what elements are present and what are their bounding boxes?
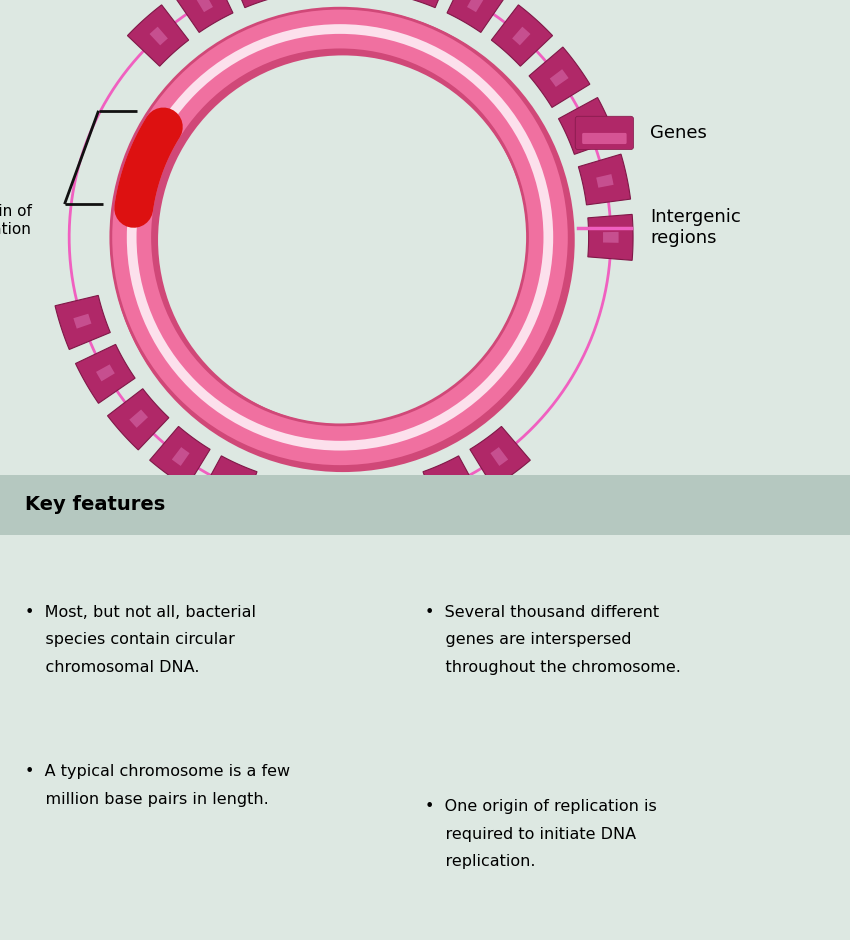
Text: •  A typical chromosome is a few: • A typical chromosome is a few bbox=[25, 764, 290, 779]
Polygon shape bbox=[603, 232, 619, 243]
Polygon shape bbox=[372, 476, 423, 528]
Polygon shape bbox=[558, 98, 616, 154]
Text: required to initiate DNA: required to initiate DNA bbox=[425, 826, 636, 841]
Text: replication.: replication. bbox=[425, 854, 536, 870]
Polygon shape bbox=[200, 456, 257, 513]
Polygon shape bbox=[150, 26, 167, 45]
Text: •  Most, but not all, bacterial: • Most, but not all, bacterial bbox=[25, 604, 256, 619]
Polygon shape bbox=[222, 476, 238, 494]
Polygon shape bbox=[398, 0, 452, 8]
Polygon shape bbox=[447, 0, 506, 33]
Polygon shape bbox=[196, 0, 213, 12]
Polygon shape bbox=[317, 485, 363, 530]
Polygon shape bbox=[128, 5, 189, 66]
Text: throughout the chromosome.: throughout the chromosome. bbox=[425, 660, 681, 675]
Polygon shape bbox=[129, 410, 148, 428]
Polygon shape bbox=[174, 0, 233, 33]
Polygon shape bbox=[257, 476, 308, 528]
Polygon shape bbox=[172, 447, 190, 466]
FancyBboxPatch shape bbox=[575, 117, 633, 149]
Polygon shape bbox=[55, 295, 110, 350]
Polygon shape bbox=[470, 427, 530, 487]
Polygon shape bbox=[277, 494, 291, 511]
Polygon shape bbox=[76, 344, 135, 403]
Polygon shape bbox=[73, 314, 92, 329]
Polygon shape bbox=[578, 119, 597, 135]
Text: million base pairs in length.: million base pairs in length. bbox=[25, 791, 269, 807]
Polygon shape bbox=[335, 500, 345, 516]
Polygon shape bbox=[389, 494, 403, 511]
Polygon shape bbox=[467, 0, 484, 12]
Bar bbox=[0, 475, 850, 535]
Text: genes are interspersed: genes are interspersed bbox=[425, 632, 632, 647]
Polygon shape bbox=[529, 47, 590, 107]
Polygon shape bbox=[442, 476, 458, 494]
Polygon shape bbox=[491, 5, 552, 66]
Text: •  Several thousand different: • Several thousand different bbox=[425, 604, 659, 619]
Text: species contain circular: species contain circular bbox=[25, 632, 235, 647]
Polygon shape bbox=[96, 365, 115, 382]
Text: •  One origin of replication is: • One origin of replication is bbox=[425, 799, 657, 814]
Polygon shape bbox=[107, 389, 169, 450]
Text: Key features: Key features bbox=[25, 495, 165, 514]
Text: Intergenic
regions: Intergenic regions bbox=[650, 209, 741, 247]
Polygon shape bbox=[588, 214, 633, 260]
Polygon shape bbox=[490, 447, 508, 466]
Text: Origin of
replication: Origin of replication bbox=[0, 205, 31, 237]
Polygon shape bbox=[150, 427, 210, 487]
Polygon shape bbox=[596, 174, 614, 188]
Polygon shape bbox=[550, 70, 569, 86]
Text: chromosomal DNA.: chromosomal DNA. bbox=[25, 660, 200, 675]
Text: Genes: Genes bbox=[650, 124, 707, 142]
Polygon shape bbox=[513, 26, 530, 45]
FancyBboxPatch shape bbox=[582, 133, 626, 144]
Polygon shape bbox=[578, 154, 631, 205]
Polygon shape bbox=[423, 456, 480, 513]
Polygon shape bbox=[228, 0, 282, 8]
